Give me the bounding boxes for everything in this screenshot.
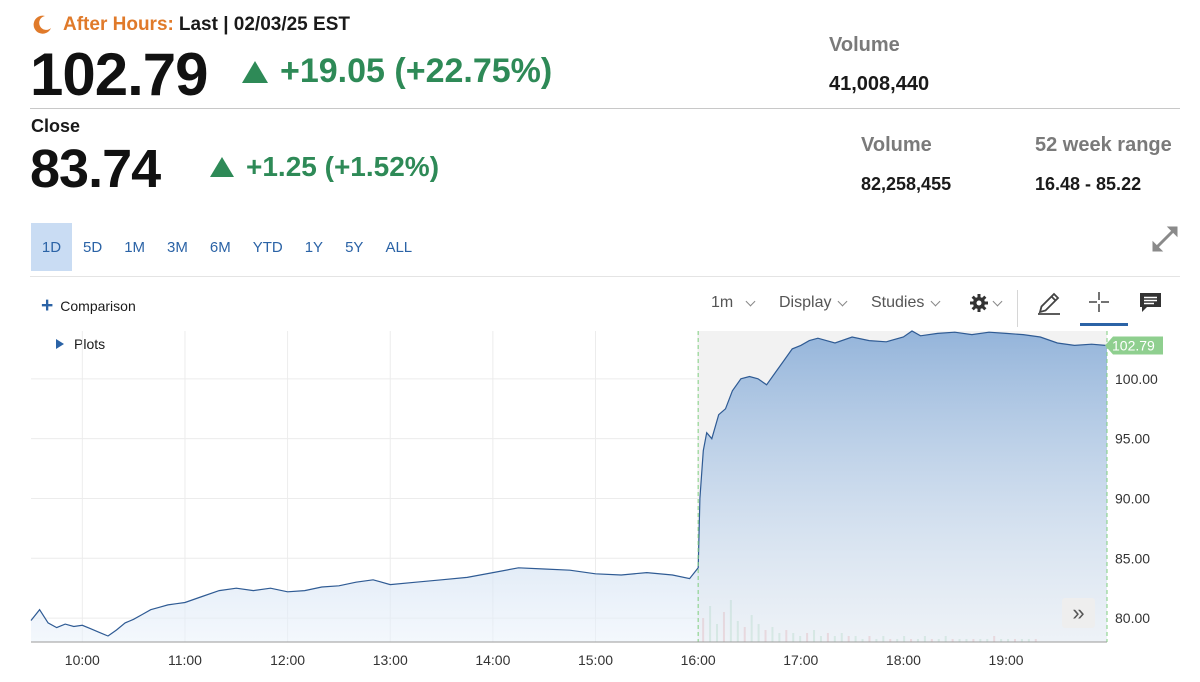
comparison-label: Comparison	[60, 298, 136, 314]
week-range-label: 52 week range	[1035, 134, 1172, 156]
moon-icon	[33, 15, 51, 34]
after-hours-volume-label: Volume	[829, 34, 900, 56]
studies-dropdown[interactable]: Studies	[871, 294, 941, 312]
price-area	[31, 331, 1107, 642]
interval-label: 1m	[711, 294, 734, 311]
interval-dropdown[interactable]: 1m	[711, 294, 756, 312]
triangle-up-icon	[242, 60, 268, 83]
scroll-to-latest-button[interactable]: »	[1062, 598, 1095, 628]
tab-range-1d[interactable]: 1D	[31, 223, 72, 271]
x-tick-label: 13:00	[373, 652, 408, 668]
tab-range-5d[interactable]: 5D	[83, 238, 103, 256]
last-price-badge	[1105, 336, 1163, 355]
after-hours-row: After Hours: Last | 02/03/25 EST	[31, 10, 350, 40]
x-tick-label: 10:00	[65, 652, 100, 668]
close-price: 83.74	[30, 139, 161, 199]
plots-label: Plots	[74, 336, 106, 352]
y-tick-label: 90.00	[1115, 490, 1150, 506]
tab-range-6m[interactable]: 6M	[209, 238, 231, 256]
volume-label: Volume	[861, 134, 932, 156]
pencil-icon[interactable]	[1036, 290, 1062, 316]
tab-range-ytd[interactable]: YTD	[252, 238, 283, 256]
after-hours-change-value: +19.05 (+22.75%)	[280, 52, 553, 90]
range-tabs: 1D 5D 1M 3M 6M YTD 1Y 5Y ALL	[31, 223, 423, 271]
studies-label: Studies	[871, 294, 925, 311]
x-tick-label: 15:00	[578, 652, 613, 668]
crosshair-active-indicator	[1080, 323, 1128, 326]
settings-dropdown[interactable]	[969, 293, 1003, 313]
x-tick-label: 12:00	[270, 652, 305, 668]
display-dropdown[interactable]: Display	[779, 294, 848, 312]
after-hours-change: +19.05 (+22.75%)	[242, 52, 552, 91]
price-line	[30, 330, 1108, 637]
tab-range-5y[interactable]: 5Y	[345, 238, 364, 256]
expand-icon[interactable]	[1148, 222, 1182, 256]
y-tick-label: 85.00	[1115, 550, 1150, 566]
comparison-button[interactable]: + Comparison	[41, 294, 136, 317]
y-tick-label: 100.00	[1115, 371, 1158, 387]
x-tick-label: 14:00	[475, 652, 510, 668]
after-hours-volume-value: 41,008,440	[829, 73, 930, 95]
crosshair-icon[interactable]	[1087, 290, 1113, 316]
volume-value: 82,258,455	[861, 174, 952, 194]
gear-icon	[970, 294, 988, 312]
tab-range-1y[interactable]: 1Y	[304, 238, 324, 256]
tab-range-1m[interactable]: 1M	[124, 238, 146, 256]
triangle-up-icon	[210, 157, 234, 177]
tab-range-all[interactable]: ALL	[385, 238, 413, 256]
close-change: +1.25 (+1.52%)	[210, 151, 439, 183]
x-tick-label: 16:00	[681, 652, 716, 668]
x-tick-label: 11:00	[168, 652, 202, 668]
session-label: After Hours:	[63, 14, 174, 35]
plots-toggle[interactable]: Plots	[56, 336, 105, 352]
header-divider	[30, 108, 1180, 109]
display-label: Display	[779, 294, 832, 311]
x-tick-label: 17:00	[783, 652, 818, 668]
last-timestamp: Last | 02/03/25 EST	[178, 14, 350, 35]
comment-icon[interactable]	[1138, 290, 1164, 316]
toolbar-separator	[1017, 290, 1018, 327]
close-label: Close	[31, 116, 81, 136]
tab-range-3m[interactable]: 3M	[167, 238, 188, 256]
week-range-value: 16.48 - 85.22	[1035, 174, 1142, 194]
toolbar-divider	[30, 276, 1180, 277]
x-tick-label: 19:00	[989, 652, 1024, 668]
triangle-right-icon	[56, 339, 64, 349]
y-tick-label: 80.00	[1115, 610, 1150, 626]
x-tick-label: 18:00	[886, 652, 921, 668]
last-price-label: 102.79	[1112, 337, 1155, 353]
close-change-value: +1.25 (+1.52%)	[246, 151, 440, 182]
y-tick-label: 95.00	[1115, 431, 1150, 447]
plus-icon: +	[41, 294, 54, 317]
after-hours-price: 102.79	[30, 41, 209, 108]
